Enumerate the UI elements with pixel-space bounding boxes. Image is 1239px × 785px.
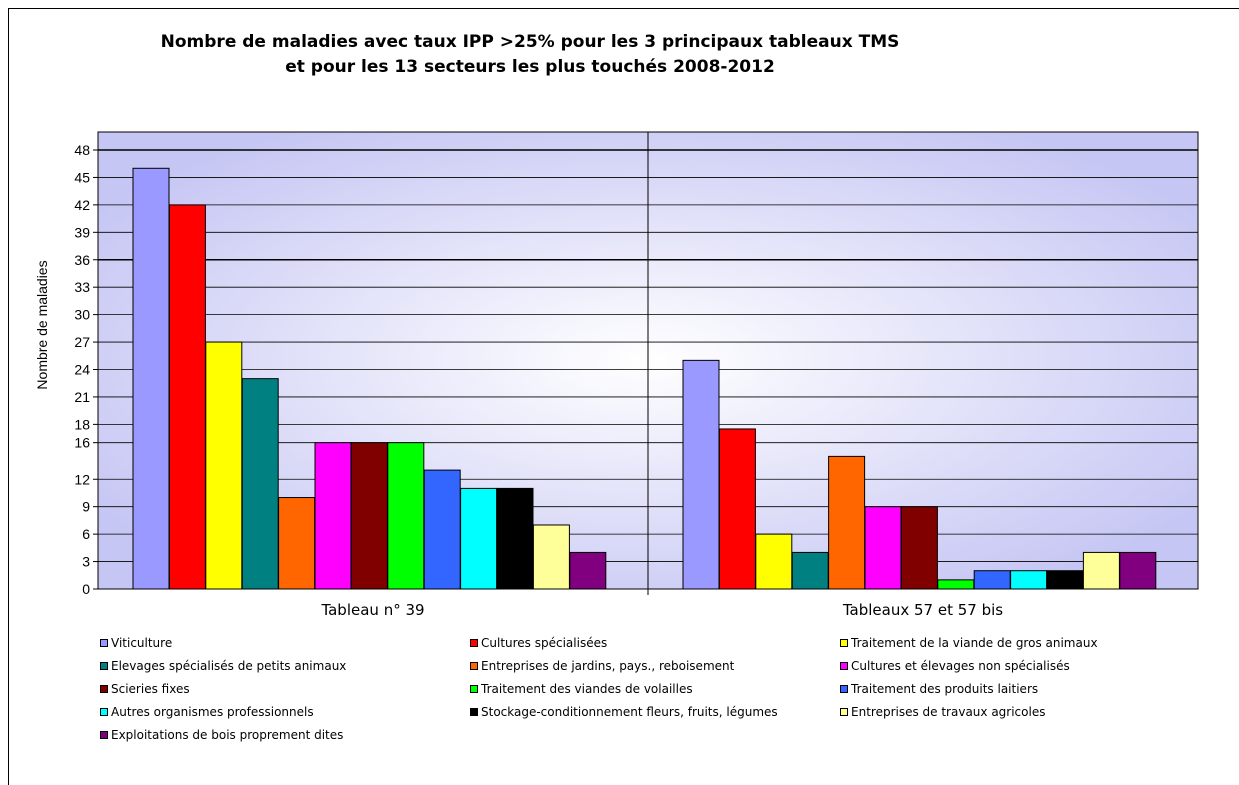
- legend-swatch: [100, 662, 108, 670]
- legend-swatch: [840, 685, 848, 693]
- bar: [900, 506, 938, 590]
- bar: [387, 442, 425, 590]
- legend-item: Autres organismes professionnels: [100, 705, 314, 719]
- legend-label: Viticulture: [111, 636, 173, 650]
- bar: [973, 570, 1011, 590]
- x-category-label: Tableaux 57 et 57 bis: [842, 601, 1003, 619]
- legend-label: Scieries fixes: [111, 682, 190, 696]
- legend-item: Traitement des viandes de volailles: [470, 682, 693, 696]
- y-tick-label: 12: [74, 471, 90, 487]
- legend-label: Entreprises de travaux agricoles: [851, 705, 1046, 719]
- y-tick-label: 18: [74, 416, 90, 432]
- chart-title-line-1: Nombre de maladies avec taux IPP >25% po…: [160, 32, 900, 52]
- legend-swatch: [100, 731, 108, 739]
- legend-item: Elevages spécialisés de petits animaux: [100, 659, 346, 673]
- legend-swatch: [470, 685, 478, 693]
- legend-label: Stockage-conditionnement fleurs, fruits,…: [481, 705, 778, 719]
- bar: [1046, 570, 1084, 590]
- y-tick-label: 21: [74, 389, 90, 405]
- legend-item: Cultures et élevages non spécialisés: [840, 659, 1070, 673]
- legend-swatch: [470, 662, 478, 670]
- y-tick-label: 9: [82, 499, 90, 515]
- legend-swatch: [840, 639, 848, 647]
- legend-item: Stockage-conditionnement fleurs, fruits,…: [470, 705, 778, 719]
- bar: [1119, 551, 1157, 590]
- bar: [314, 442, 352, 590]
- legend-swatch: [100, 708, 108, 716]
- legend-item: Exploitations de bois proprement dites: [100, 728, 343, 742]
- bar: [569, 551, 607, 590]
- y-tick-label: 0: [82, 581, 90, 597]
- y-tick-label: 30: [74, 307, 90, 323]
- legend-label: Cultures et élevages non spécialisés: [851, 659, 1070, 673]
- bar: [718, 428, 756, 590]
- bar: [168, 204, 206, 590]
- legend-item: Traitement des produits laitiers: [840, 682, 1038, 696]
- bar: [460, 487, 498, 590]
- legend-item: Cultures spécialisées: [470, 636, 607, 650]
- bar: [496, 487, 534, 590]
- legend-label: Exploitations de bois proprement dites: [111, 728, 344, 742]
- x-category-labels: Tableau n° 39 Tableaux 57 et 57 bis: [320, 601, 1003, 619]
- bar: [791, 551, 829, 590]
- bar: [132, 167, 170, 590]
- y-axis-label: Nombre de maladies: [34, 260, 50, 389]
- x-category-label: Tableau n° 39: [320, 601, 424, 619]
- y-tick-label: 3: [82, 554, 90, 570]
- bar: [828, 455, 866, 590]
- bar: [205, 341, 243, 590]
- y-tick-label: 24: [74, 362, 90, 378]
- legend-label: Elevages spécialisés de petits animaux: [111, 659, 347, 673]
- legend: Viticulture Cultures spécialisées Traiteme…: [100, 636, 1210, 771]
- bar: [755, 533, 793, 590]
- bar: [350, 442, 388, 590]
- axes: [97, 132, 1198, 595]
- chart-title-line-2: et pour les 13 secteurs les plus touchés…: [285, 57, 775, 77]
- bar: [241, 378, 279, 590]
- bar: [423, 469, 461, 590]
- legend-label: Traitement des produits laitiers: [851, 682, 1039, 696]
- chart-title: Nombre de maladies avec taux IPP >25% po…: [120, 30, 940, 80]
- legend-swatch: [470, 639, 478, 647]
- bars: [132, 167, 1157, 590]
- chart-frame: [8, 8, 1239, 785]
- legend-label: Entreprises de jardins, pays., reboiseme…: [481, 659, 735, 673]
- y-tick-label: 33: [74, 279, 90, 295]
- legend-swatch: [470, 708, 478, 716]
- bar: [682, 359, 720, 590]
- bar: [1010, 570, 1048, 590]
- legend-swatch: [100, 685, 108, 693]
- bar: [532, 524, 570, 590]
- legend-item: Entreprises de travaux agricoles: [840, 705, 1045, 719]
- legend-label: Traitement de la viande de gros animaux: [851, 636, 1098, 650]
- y-tick-label: 16: [74, 435, 90, 451]
- legend-swatch: [100, 639, 108, 647]
- y-tick-label: 48: [74, 142, 90, 158]
- y-tick-label: 45: [74, 169, 90, 185]
- y-tick-label: 39: [74, 224, 90, 240]
- legend-item: Entreprises de jardins, pays., reboiseme…: [470, 659, 734, 673]
- bar: [278, 497, 316, 590]
- y-tick-label: 27: [74, 334, 90, 350]
- bar: [1082, 551, 1120, 590]
- legend-item: Scieries fixes: [100, 682, 190, 696]
- bar: [937, 579, 975, 590]
- y-tick-label: 42: [74, 197, 90, 213]
- bar: [864, 506, 902, 590]
- legend-label: Traitement des viandes de volailles: [481, 682, 693, 696]
- legend-label: Cultures spécialisées: [481, 636, 608, 650]
- legend-item: Viticulture: [100, 636, 172, 650]
- y-tick-label: 6: [82, 526, 90, 542]
- y-tick-label: 36: [74, 252, 90, 268]
- legend-item: Traitement de la viande de gros animaux: [840, 636, 1098, 650]
- legend-swatch: [840, 708, 848, 716]
- legend-swatch: [840, 662, 848, 670]
- legend-label: Autres organismes professionnels: [111, 705, 314, 719]
